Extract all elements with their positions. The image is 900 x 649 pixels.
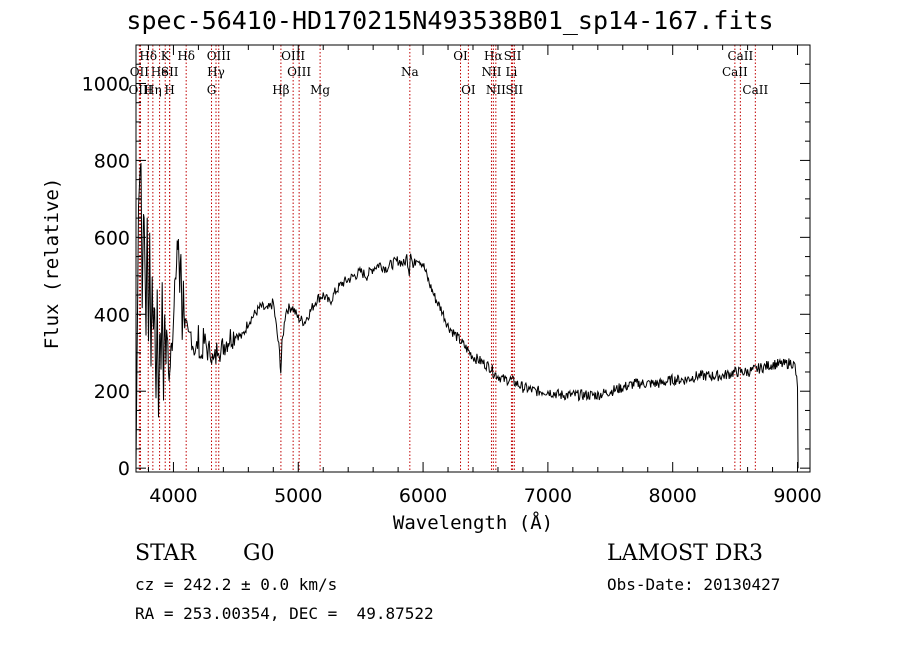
- x-tick-label-1: 5000: [274, 485, 322, 507]
- line-label-14: OIII: [287, 65, 311, 79]
- y-tick-label-0: 0: [118, 458, 130, 480]
- y-tick-label-4: 800: [94, 150, 130, 172]
- x-tick-label-3: 7000: [524, 485, 572, 507]
- line-label-12: Hβ: [272, 83, 289, 97]
- redshift-cz: cz = 242.2 ± 0.0 km/s: [135, 575, 338, 594]
- obs-date: Obs-Date: 20130427: [607, 575, 781, 594]
- line-label-0: Hδ: [139, 49, 157, 63]
- line-label-18: OI: [461, 83, 476, 97]
- line-label-20: NII: [481, 65, 501, 79]
- y-axis-label: Flux (relative): [41, 178, 63, 350]
- y-tick-label-2: 400: [94, 304, 130, 326]
- line-label-26: CaII: [722, 65, 748, 79]
- line-label-4: Hη: [144, 83, 162, 97]
- line-label-11: G: [207, 83, 217, 97]
- line-label-10: Hγ: [207, 65, 225, 79]
- x-tick-label-0: 4000: [149, 485, 197, 507]
- line-label-22: SII: [504, 49, 522, 63]
- line-label-6: SII: [161, 65, 179, 79]
- x-axis-label: Wavelength (Å): [393, 511, 553, 534]
- line-label-19: Hα: [484, 49, 503, 63]
- line-label-3: He: [151, 65, 169, 79]
- line-label-27: CaII: [742, 83, 768, 97]
- line-label-5: K: [161, 49, 171, 63]
- y-tick-label-5: 1000: [82, 73, 130, 95]
- x-tick-label-2: 6000: [399, 485, 447, 507]
- line-label-2: OIII: [128, 83, 152, 97]
- line-label-8: Hδ: [177, 49, 195, 63]
- coordinates: RA = 253.00354, DEC = 49.87522: [135, 604, 434, 623]
- y-tick-label-3: 600: [94, 227, 130, 249]
- chart-title: spec-56410-HD170215N493538B01_sp14-167.f…: [126, 6, 774, 35]
- object-class: STAR: [135, 541, 196, 566]
- survey-label: LAMOST DR3: [607, 541, 763, 566]
- line-label-16: Na: [401, 65, 419, 79]
- object-subclass: G0: [243, 541, 275, 566]
- line-label-25: CaII: [727, 49, 753, 63]
- x-tick-label-4: 8000: [649, 485, 697, 507]
- spectrum-line: [135, 163, 799, 469]
- line-label-13: OIII: [281, 49, 305, 63]
- line-label-21: NII: [486, 83, 506, 97]
- line-label-9: OIII: [207, 49, 231, 63]
- line-label-1: OII: [130, 65, 150, 79]
- line-label-17: OI: [453, 49, 468, 63]
- line-label-24: SII: [505, 83, 523, 97]
- x-tick-label-5: 9000: [773, 485, 821, 507]
- line-label-7: H: [164, 83, 174, 97]
- line-label-15: Mg: [310, 83, 330, 97]
- y-tick-label-1: 200: [94, 381, 130, 403]
- plot-frame: [135, 44, 811, 473]
- line-label-23: Li: [506, 65, 518, 79]
